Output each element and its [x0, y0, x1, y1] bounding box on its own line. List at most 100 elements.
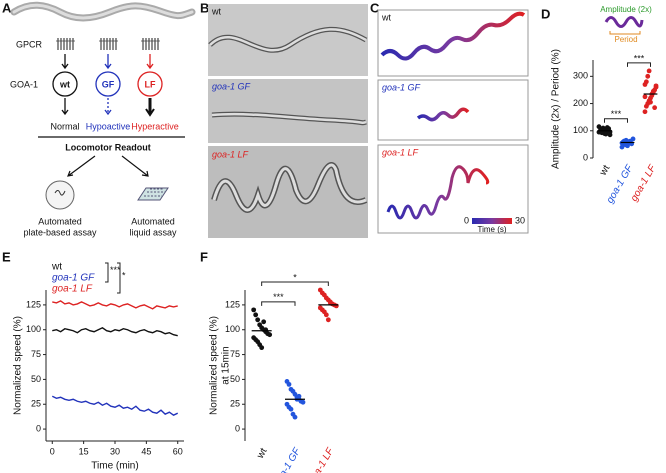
panel-label: C: [370, 0, 380, 15]
y-tick-label: 50: [230, 374, 240, 384]
x-tick-label: 60: [173, 446, 183, 456]
y-tick-label: 100: [26, 324, 41, 334]
point: [626, 139, 632, 145]
sig-bracket: [261, 281, 329, 286]
point: [645, 73, 651, 79]
allele-label: LF: [145, 79, 156, 89]
liquid-plate-icon: [137, 187, 169, 201]
sig-bracket: [627, 62, 651, 67]
track: [386, 165, 490, 220]
legend-label: wt: [51, 262, 62, 273]
micrograph: [208, 79, 368, 143]
strain-label: wt: [381, 12, 391, 22]
readout-label: Locomotor Readout: [65, 142, 151, 152]
track-box: [377, 9, 529, 77]
receptor-label: GPCR: [16, 39, 43, 49]
strain-label: goa-1 GF: [382, 82, 421, 92]
point: [325, 317, 331, 323]
y-tick-label: 25: [31, 399, 41, 409]
point: [267, 332, 273, 338]
y-axis-label: at 15min: [221, 346, 232, 384]
allele-label: GF: [102, 79, 115, 89]
sig-bracket: [604, 118, 628, 123]
strain-label: wt: [211, 6, 221, 16]
strain-label: goa-1 LF: [382, 147, 419, 157]
point: [596, 124, 602, 130]
sig-label: ***: [110, 265, 121, 275]
readout-arrows: [67, 155, 149, 177]
y-tick-label: 75: [230, 349, 240, 359]
point: [652, 105, 658, 111]
inset-wave: [604, 16, 644, 28]
strain-label: goa-1 GF: [212, 81, 251, 91]
y-tick-label: 100: [573, 125, 588, 135]
sig-label: *: [293, 272, 297, 282]
plate-worm: [54, 190, 66, 196]
y-axis-label: Amplitude (2x) / Period (%): [551, 49, 562, 169]
panel-label: E: [2, 249, 11, 264]
line: [52, 300, 178, 310]
x-tick-label: 15: [79, 446, 89, 456]
allele-circle: [95, 71, 121, 97]
track: [416, 107, 470, 122]
point: [259, 345, 265, 351]
sig-bracket: [105, 262, 109, 283]
arrows: [61, 54, 155, 117]
point: [642, 109, 648, 115]
liquid-plate-wells: [144, 188, 165, 197]
panel-label: A: [2, 0, 12, 15]
worm-track: [209, 28, 367, 52]
colorbar-max: 30: [515, 215, 525, 225]
point: [327, 300, 333, 306]
panel-b: wt goa-1 GF goa-1 LF: [208, 4, 368, 238]
colorbar-min: 0: [464, 215, 469, 225]
worm-body: [12, 3, 194, 20]
allele-circle: [52, 71, 78, 97]
point: [619, 144, 625, 150]
x-tick-label: 30: [110, 446, 120, 456]
receptor-icons: [56, 38, 160, 50]
point: [288, 406, 294, 412]
point: [643, 79, 649, 85]
panel-a: GPCR GOA-1 wt GF LF Normal Hypoactive Hy…: [10, 1, 196, 237]
point: [296, 393, 302, 399]
line: [51, 395, 179, 416]
legend-label: goa-1 LF: [52, 284, 93, 295]
point: [300, 399, 306, 405]
inset: Amplitude (2x) Period: [600, 5, 652, 44]
point: [333, 303, 339, 309]
sig-label: *: [122, 270, 126, 280]
y-axis-label: Normalized speed (%): [209, 316, 220, 415]
panel-label: B: [200, 0, 209, 15]
panel-c: wt goa-1 GF goa-1 LF 0 30 Time (s): [377, 9, 529, 234]
y-tick-label: 25: [230, 399, 240, 409]
point: [263, 327, 269, 333]
x-tick-label: 0: [50, 446, 55, 456]
colorbar: [472, 218, 512, 224]
protein-label: GOA-1: [10, 79, 38, 89]
y-axis-label: Normalized speed (%): [13, 316, 24, 415]
point: [653, 83, 659, 89]
point: [648, 99, 653, 105]
y-tick-label: 0: [235, 423, 240, 433]
y-tick-label: 75: [31, 349, 41, 359]
phenotype-label: Hypoactive: [86, 121, 131, 131]
y-tick-label: 125: [225, 299, 240, 309]
x-tick-label: wt: [597, 163, 612, 178]
sig-bracket: [261, 301, 296, 306]
inset-bracket: [609, 31, 641, 35]
y-tick-label: 100: [225, 324, 240, 334]
colorbar-label: Time (s): [477, 225, 506, 234]
x-tick-label: 45: [141, 446, 151, 456]
y-tick-label: 200: [573, 98, 588, 108]
assay-label: Automated: [131, 216, 175, 226]
track-box: [377, 79, 529, 141]
point: [646, 68, 652, 74]
point: [642, 94, 648, 100]
point: [603, 131, 609, 137]
plate-icon: [45, 180, 75, 210]
panel-label: D: [541, 6, 550, 21]
point: [255, 317, 261, 323]
track: [380, 11, 526, 61]
point: [253, 312, 259, 318]
